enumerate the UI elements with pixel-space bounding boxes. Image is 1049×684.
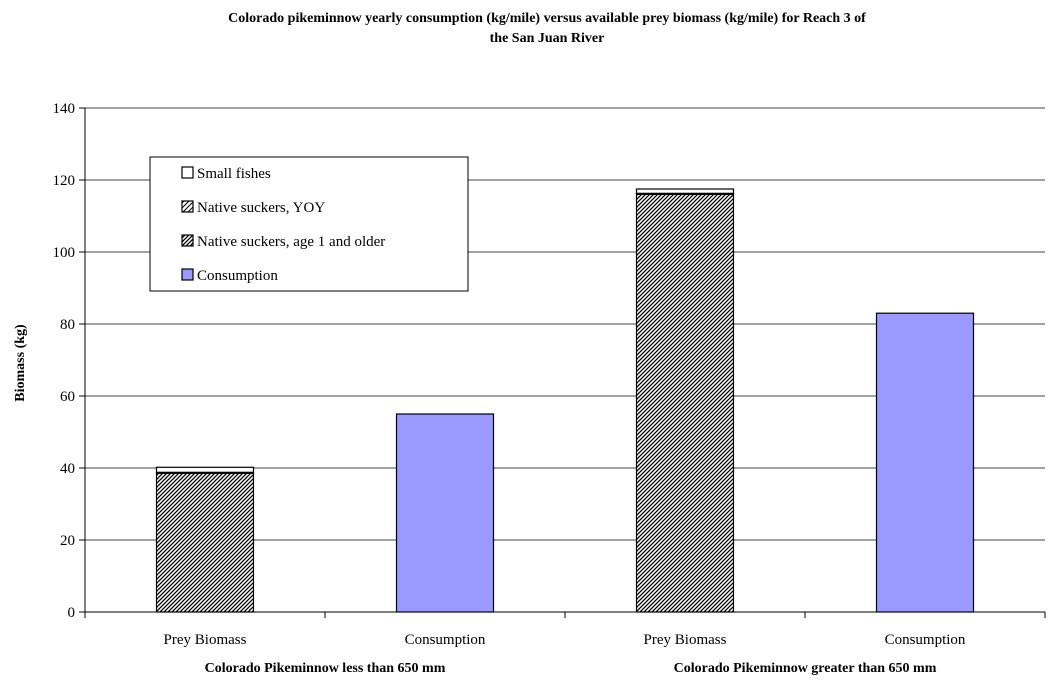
y-tick-label: 120 (53, 173, 76, 189)
legend-label: Native suckers, age 1 and older (197, 234, 385, 250)
bars (155, 188, 975, 613)
bar-segment (635, 193, 735, 613)
bar-segment (395, 413, 495, 613)
y-tick-label: 80 (60, 317, 75, 333)
legend: Small fishes Native suckers, YOY Native su… (149, 156, 469, 292)
legend-label: Native suckers, YOY (197, 200, 325, 216)
bar-segment (155, 466, 255, 473)
bar-segment (155, 472, 255, 613)
y-tick-label: 0 (68, 605, 76, 621)
y-tick-label: 60 (60, 389, 75, 405)
x-category-label: Prey Biomass (644, 632, 727, 648)
y-tick-label: 140 (53, 101, 76, 117)
x-group-label: Colorado Pikeminnow greater than 650 mm (674, 661, 937, 676)
y-tick-label: 20 (60, 533, 75, 549)
x-category-label: Prey Biomass (164, 632, 247, 648)
legend-swatch (181, 268, 194, 281)
bar-segment (875, 312, 975, 613)
y-tick-label: 100 (53, 245, 76, 261)
x-category-label: Consumption (405, 632, 486, 648)
legend-swatch (181, 166, 194, 179)
legend-box (149, 156, 469, 292)
chart-title-line-1: Colorado pikeminnow yearly consumption (… (228, 11, 866, 26)
y-tick-label: 40 (60, 461, 75, 477)
legend-swatch (181, 234, 194, 247)
axis-labels: 0 20 40 60 80 100 120 140 Prey Biomass Consumptio… (53, 101, 966, 676)
axes (79, 107, 1046, 618)
x-group-label: Colorado Pikeminnow less than 650 mm (205, 661, 446, 676)
chart-title-line-2: the San Juan River (490, 31, 605, 46)
y-axis-label: Biomass (kg) (13, 324, 28, 402)
x-category-label: Consumption (885, 632, 966, 648)
legend-label: Small fishes (197, 166, 271, 182)
legend-swatch (181, 200, 194, 213)
legend-label: Consumption (197, 268, 278, 284)
bar-segment (635, 188, 735, 194)
